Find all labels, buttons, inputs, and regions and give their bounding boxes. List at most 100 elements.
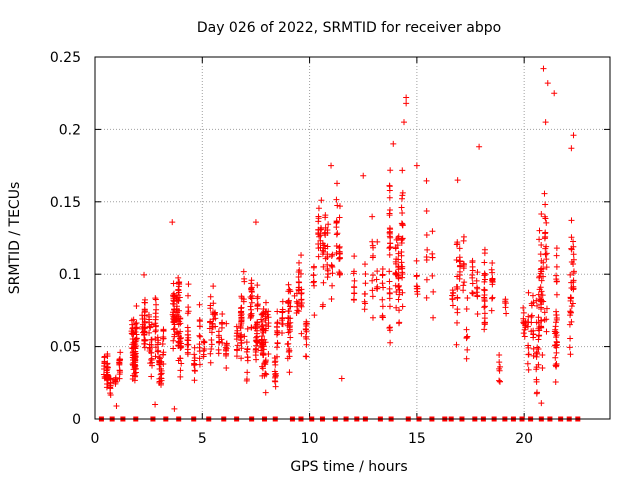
data-point [324,266,331,273]
data-point [311,282,318,289]
data-point [238,320,245,327]
data-point [496,378,503,385]
data-point [533,376,540,383]
data-point [390,140,397,147]
data-point [169,219,176,226]
data-point [155,337,162,344]
data-point [265,350,272,357]
data-point [160,327,167,334]
data-point [233,330,240,337]
data-point [543,328,550,335]
data-point [379,312,386,319]
data-point [152,401,159,408]
data-point [159,340,166,347]
data-point [322,255,329,262]
data-point [463,355,470,362]
data-point [141,316,148,323]
y-tick-label: 0.05 [50,340,81,356]
data-point [567,308,574,315]
data-point [396,287,403,294]
data-point [525,344,532,351]
data-point [104,364,111,371]
data-point [133,335,140,342]
data-point [152,353,159,360]
data-point [454,319,461,326]
data-point [262,370,269,377]
data-point [132,325,139,332]
data-point [489,260,496,267]
data-point [469,290,476,297]
data-point [398,204,405,211]
data-point [286,369,293,376]
data-point [481,319,488,326]
data-point [185,304,192,311]
data-point [262,299,269,306]
data-point [196,301,203,308]
data-point [329,251,336,258]
data-point [241,278,248,285]
data-point [424,246,431,253]
data-point [170,337,177,344]
data-point [541,190,548,197]
data-point [336,203,343,210]
data-point [395,296,402,303]
data-point [328,295,335,302]
data-point [568,217,575,224]
data-point [538,400,545,407]
data-point [130,316,137,323]
data-point [258,311,265,318]
data-point [252,325,259,332]
data-point [132,362,139,369]
data-point [566,344,573,351]
data-point [351,290,358,297]
data-point [430,288,437,295]
data-point [295,300,302,307]
data-point [160,335,167,342]
data-point [141,324,148,331]
data-point [196,361,203,368]
data-point [200,351,207,358]
data-point [336,251,343,258]
data-point [528,314,535,321]
data-point [496,351,503,358]
data-point [117,356,124,363]
data-point [311,312,318,319]
data-point [537,266,544,273]
data-point [243,376,250,383]
data-point [551,90,558,97]
data-point [333,249,340,256]
data-point [360,172,367,179]
data-point [379,265,386,272]
data-point [481,259,488,266]
data-point [552,319,559,326]
data-point [310,272,317,279]
data-point [362,300,369,307]
data-point [191,367,198,374]
data-point [552,354,559,361]
data-point [429,254,436,261]
data-point [237,323,244,330]
data-point [240,268,247,275]
data-point [399,270,406,277]
data-point [262,357,269,364]
data-point [160,349,167,356]
data-point [132,348,139,355]
data-point [320,242,327,249]
data-point [543,219,550,226]
data-point [387,339,394,346]
data-point [253,321,260,328]
data-point [107,391,114,398]
data-point [456,263,463,270]
data-point [542,245,549,252]
data-point [328,252,335,259]
data-point [541,309,548,316]
data-point [285,329,292,336]
data-point [481,326,488,333]
data-point [535,346,542,353]
data-point [449,302,456,309]
data-point [570,261,577,268]
data-point [152,328,159,335]
data-point [528,319,535,326]
data-point [387,234,394,241]
